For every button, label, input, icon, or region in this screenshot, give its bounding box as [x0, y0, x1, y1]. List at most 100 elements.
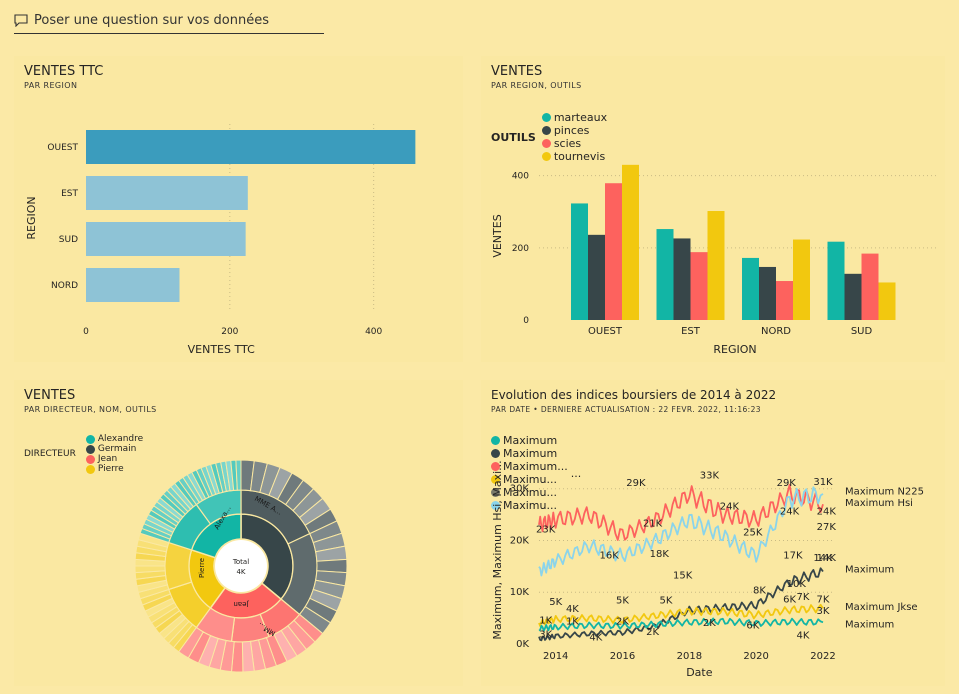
category-label: NORD — [51, 281, 78, 291]
data-label: 23K — [536, 525, 556, 536]
legend-indices: Maximum Maximum Maximum... Maximu... Maximu.… — [491, 434, 581, 512]
y-axis-label: REGION — [25, 196, 38, 239]
data-label: 1K — [539, 615, 552, 626]
legend-dot — [491, 501, 500, 510]
bar-sud-scies — [861, 253, 879, 320]
data-label: 29K — [777, 478, 797, 489]
legend-item[interactable]: tournevis — [541, 150, 607, 163]
legend-dot — [541, 113, 551, 122]
bar-nord-tournevis — [793, 239, 810, 320]
tile-indices-boursiers[interactable]: Evolution des indices boursiers de 2014 … — [481, 380, 945, 686]
data-label: 25K — [743, 527, 763, 538]
data-label: 2K — [616, 616, 629, 627]
category-label: OUEST — [588, 326, 623, 337]
tile-title: VENTES — [491, 64, 543, 79]
series-end-label: Maximum — [845, 564, 894, 575]
bar-est-scies — [690, 252, 708, 320]
x-tick-label: 200 — [221, 327, 238, 337]
y-tick-label: 10K — [510, 587, 530, 598]
ring-outil-segment — [235, 459, 242, 491]
legend-title: OUTILS — [491, 130, 536, 144]
legend-label: Maximum — [503, 434, 558, 447]
data-label: 3K — [817, 606, 830, 617]
data-label: 5K — [549, 597, 562, 608]
x-tick-label: 2018 — [677, 651, 702, 662]
bar-ouest-marteaux — [571, 203, 588, 320]
data-label: 4K — [566, 604, 579, 615]
legend-item[interactable]: marteaux — [541, 111, 607, 124]
bar-est-marteaux — [656, 229, 674, 320]
legend-item[interactable]: Maximum — [491, 447, 568, 460]
legend-dot — [541, 126, 551, 135]
data-label: 31K — [813, 477, 833, 488]
y-tick-label: 0K — [516, 639, 529, 650]
tile-ventes-ttc[interactable]: VENTES TTC PAR REGION OUEST EST SUD NORD 0 20… — [14, 56, 463, 362]
bar-nord-scies — [776, 281, 793, 320]
legend-item[interactable]: Maximu... — [491, 473, 568, 486]
y-tick-label: 0 — [523, 316, 529, 326]
legend-item[interactable]: Pierre — [85, 464, 143, 474]
legend-label: Maximu... — [503, 473, 557, 486]
data-label: 1K — [566, 616, 579, 627]
legend-dot — [491, 436, 500, 445]
y-tick-label: 30K — [510, 484, 530, 495]
tile-ventes-region-outils[interactable]: VENTES PAR REGION, OUTILS OUTILS marteau… — [481, 56, 945, 362]
data-label: 5K — [659, 596, 672, 607]
tile-ventes-directeur[interactable]: VENTES PAR DIRECTEUR, NOM, OUTILS DIRECT… — [14, 380, 463, 686]
data-label: 4K — [796, 630, 809, 641]
data-label: 4K — [589, 632, 602, 643]
data-label: 2K — [646, 627, 659, 638]
data-label: 21K — [643, 518, 663, 529]
data-label: 8K — [753, 585, 766, 596]
legend-label: Jean — [97, 454, 118, 464]
legend-item[interactable]: Jean — [85, 454, 143, 464]
bar-ouest — [86, 130, 416, 164]
legend-item[interactable]: scies — [541, 137, 607, 150]
legend-label: Alexandre — [97, 434, 144, 444]
x-tick-label: 400 — [365, 327, 382, 337]
category-label: SUD — [851, 326, 873, 337]
data-label: 27K — [817, 522, 837, 533]
bar-nord-pinces — [759, 266, 776, 320]
data-label: 14K — [813, 553, 833, 564]
legend-label: Maximum — [503, 447, 558, 460]
legend-item[interactable]: Maximu... — [491, 486, 568, 499]
legend-dot — [491, 475, 500, 484]
x-tick-label: 2016 — [610, 651, 635, 662]
data-label: 2K — [703, 618, 716, 629]
category-label: EST — [681, 326, 701, 337]
legend-item[interactable]: Maximu... — [491, 499, 568, 512]
data-label: 17K — [783, 551, 803, 562]
qa-search-box[interactable]: Poser une question sur vos données — [14, 8, 324, 34]
x-tick-label: 2022 — [810, 651, 835, 662]
x-tick-label: 2020 — [743, 651, 768, 662]
data-label: 24K — [817, 507, 837, 518]
bar-chart-ventes-ttc: OUEST EST SUD NORD 0 200 400 VENTES TTC REGION — [25, 124, 416, 356]
category-label: EST — [61, 189, 78, 199]
bar-ouest-tournevis — [622, 164, 639, 320]
legend-item[interactable]: pinces — [541, 124, 607, 137]
legend-dot — [85, 444, 95, 454]
ring-label-jean: Jean — [233, 600, 249, 608]
tile-title: VENTES — [24, 388, 76, 403]
legend-label: tournevis — [553, 150, 606, 163]
legend-item[interactable]: Maximum — [491, 434, 568, 447]
bar-sud — [86, 222, 246, 256]
legend-more-indicator[interactable]: ... — [570, 466, 582, 480]
bar-est-tournevis — [707, 211, 725, 320]
center-value: 4K — [236, 568, 245, 576]
y-axis-label: Maximum, Maximum Hsi, Maxi... — [491, 460, 504, 639]
x-axis-label: Date — [686, 666, 713, 679]
legend-item[interactable]: Alexandre — [85, 434, 144, 444]
legend-dot — [491, 462, 500, 471]
legend-item[interactable]: Germain — [85, 444, 143, 454]
y-axis-label: VENTES — [491, 214, 504, 257]
series-end-label: Maximum Hsi — [845, 498, 913, 509]
tile-title: VENTES TTC — [24, 64, 104, 79]
legend-item[interactable]: Maximum... — [491, 460, 568, 473]
series-end-label: Maximum N225 — [845, 486, 924, 497]
data-label: 7K — [796, 592, 809, 603]
bar-est — [86, 176, 248, 210]
bar-sud-marteaux — [827, 241, 845, 320]
bar-sud-pinces — [844, 273, 862, 320]
